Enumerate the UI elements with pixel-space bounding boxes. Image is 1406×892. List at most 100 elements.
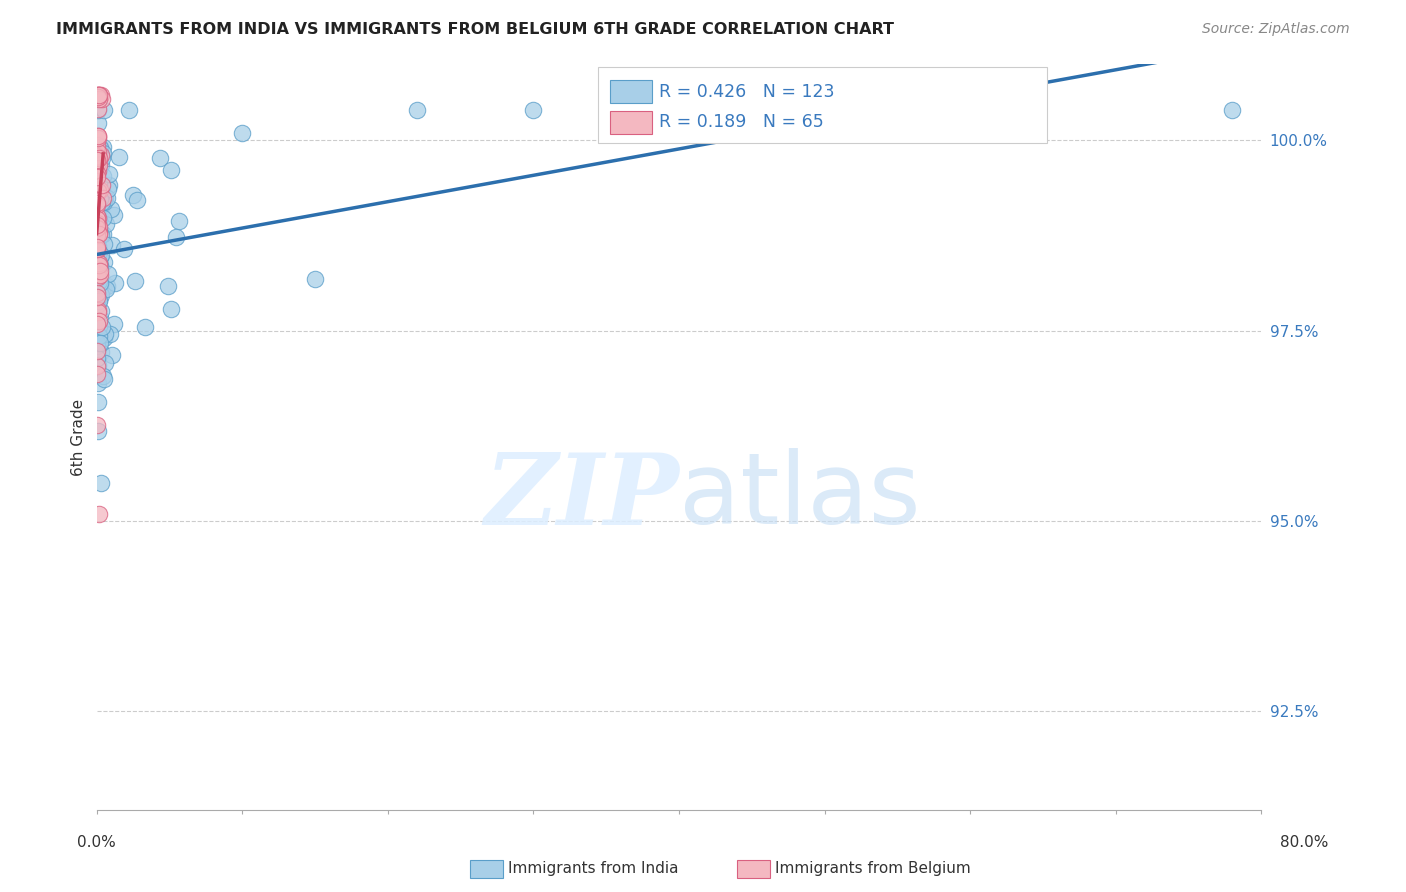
Point: [87, 256, 110, 270]
Point: [87, 305, 110, 319]
Point: [86, 417, 108, 432]
Point: [86, 239, 108, 253]
Point: [86, 239, 108, 253]
Point: [89, 141, 111, 155]
Point: [86, 145, 108, 159]
Point: [86, 150, 108, 164]
Point: [86, 221, 108, 235]
Point: [406, 103, 429, 117]
Point: [87, 323, 110, 337]
Point: [90, 475, 112, 490]
Point: [87, 256, 110, 270]
Point: [89, 336, 111, 351]
Point: [165, 230, 187, 244]
Point: [87, 294, 110, 309]
Point: [93, 281, 115, 295]
Point: [160, 302, 183, 317]
Point: [87, 87, 110, 102]
Point: [90, 194, 112, 209]
Point: [89, 314, 111, 328]
Text: R = 0.189   N = 65: R = 0.189 N = 65: [659, 113, 824, 131]
Text: 0.0%: 0.0%: [77, 836, 117, 850]
Point: [86, 215, 108, 229]
Point: [89, 176, 111, 190]
Point: [89, 140, 111, 154]
Point: [96, 191, 118, 205]
Point: [160, 163, 183, 178]
Point: [93, 194, 115, 209]
Point: [97, 168, 120, 182]
Point: [87, 270, 110, 285]
Point: [86, 243, 108, 257]
Point: [103, 276, 125, 290]
Point: [86, 344, 108, 359]
Point: [91, 139, 114, 153]
Point: [87, 164, 110, 178]
Point: [93, 236, 115, 251]
Point: [304, 272, 326, 286]
Point: [86, 278, 108, 293]
Point: [86, 196, 108, 211]
Text: ZIP: ZIP: [484, 449, 679, 545]
Point: [90, 201, 112, 215]
Text: IMMIGRANTS FROM INDIA VS IMMIGRANTS FROM BELGIUM 6TH GRADE CORRELATION CHART: IMMIGRANTS FROM INDIA VS IMMIGRANTS FROM…: [56, 22, 894, 37]
Point: [86, 268, 108, 283]
Point: [87, 274, 110, 288]
Point: [97, 181, 120, 195]
Point: [86, 339, 108, 353]
Point: [86, 219, 108, 233]
Point: [89, 250, 111, 264]
Point: [842, 103, 865, 117]
Point: [90, 151, 112, 165]
Point: [87, 87, 110, 102]
Point: [89, 277, 111, 292]
Point: [86, 292, 108, 306]
Point: [89, 227, 111, 241]
Point: [87, 221, 110, 235]
Point: [91, 184, 114, 198]
Point: [94, 282, 117, 296]
Point: [86, 359, 108, 374]
Point: [86, 243, 108, 257]
Point: [134, 319, 156, 334]
Point: [87, 328, 110, 343]
Point: [93, 255, 115, 269]
Point: [86, 216, 108, 230]
Point: [89, 260, 111, 274]
Point: [86, 287, 108, 301]
Point: [87, 244, 110, 259]
Point: [89, 87, 111, 102]
Point: [89, 158, 111, 172]
Point: [86, 268, 108, 282]
Point: [86, 290, 108, 304]
Point: [127, 194, 149, 208]
Point: [89, 144, 111, 158]
Point: [87, 395, 110, 409]
Point: [87, 184, 110, 198]
Point: [93, 103, 115, 117]
Point: [87, 155, 110, 169]
Point: [86, 149, 108, 163]
Point: [87, 187, 110, 202]
Point: [103, 208, 125, 222]
Point: [90, 227, 112, 242]
Point: [97, 268, 120, 282]
Point: [87, 318, 110, 333]
Point: [87, 258, 110, 272]
Point: [86, 261, 108, 276]
Point: [86, 169, 108, 184]
Point: [103, 317, 125, 331]
Point: [94, 218, 117, 232]
Point: [87, 267, 110, 281]
Point: [86, 359, 108, 373]
Point: [122, 187, 145, 202]
Point: [101, 348, 124, 362]
Point: [86, 258, 108, 272]
Point: [90, 288, 112, 302]
Point: [86, 209, 108, 223]
Point: [87, 293, 110, 307]
Text: 80.0%: 80.0%: [1281, 836, 1329, 850]
Point: [87, 226, 110, 240]
Point: [87, 376, 110, 390]
Point: [86, 171, 108, 186]
